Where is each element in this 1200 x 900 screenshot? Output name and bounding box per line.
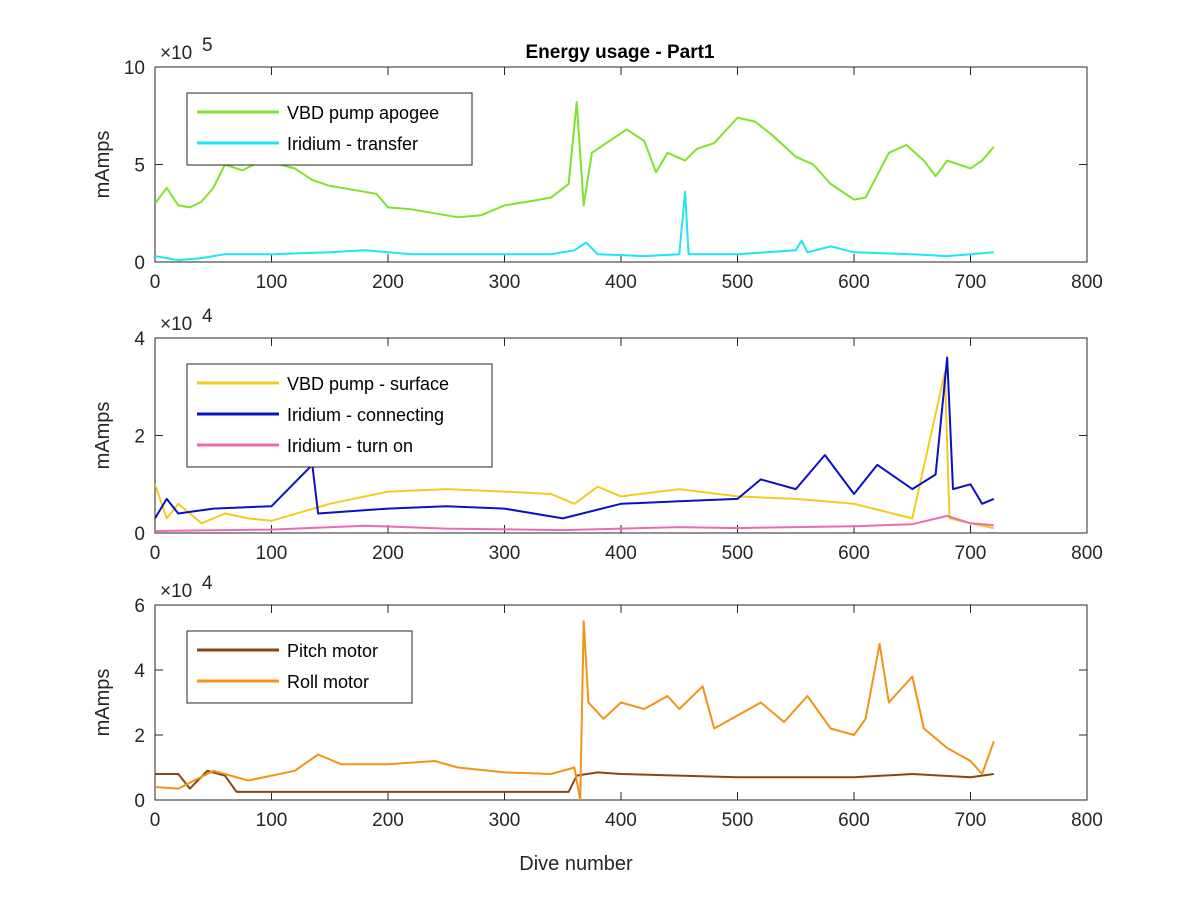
legend-label: VBD pump - surface [287,374,449,394]
y-tick-label: 2 [134,427,145,448]
y-exponent-power: 5 [202,35,213,56]
y-exponent-label: ×10 [160,581,192,602]
x-tick-label: 100 [256,272,288,293]
x-tick-label: 200 [372,810,404,831]
x-tick-label: 400 [605,272,637,293]
y-exponent-label: ×10 [160,314,192,335]
x-tick-label: 800 [1071,810,1103,831]
chart-title: Energy usage - Part1 [525,42,714,63]
y-tick-label: 0 [134,791,145,812]
x-axis-label: Dive number [519,853,633,875]
series-line [155,514,994,532]
y-tick-label: 0 [134,253,145,274]
x-tick-label: 500 [722,810,754,831]
x-tick-label: 300 [489,543,521,564]
legend-label: VBD pump apogee [287,103,439,123]
y-tick-label: 5 [134,156,145,177]
x-tick-label: 700 [955,810,987,831]
series-line [155,620,995,800]
x-tick-label: 700 [955,272,987,293]
panel-energy-bottom: 0 100 200 300 400 500 600 700 800 0 2 4 6 ×10 4 mAmps Di… [92,573,1103,875]
x-tick-label: 600 [838,810,870,831]
legend-label: Iridium - turn on [287,436,413,456]
y-axis-label: mAmps [92,669,114,737]
x-tick-label: 300 [489,810,521,831]
x-tick-label: 0 [150,810,161,831]
y-exponent-power: 4 [202,573,213,594]
y-tick-label: 10 [124,58,145,79]
x-tick-label: 400 [605,543,637,564]
x-tick-label: 100 [256,543,288,564]
y-tick-label: 4 [134,329,145,350]
series-line [155,190,994,262]
x-tick-label: 800 [1071,272,1103,293]
series-line [155,371,995,530]
y-tick-label: 0 [134,524,145,545]
x-tick-label: 800 [1071,543,1103,564]
x-tick-label: 700 [955,543,987,564]
series-line [155,356,995,520]
x-tick-label: 0 [150,272,161,293]
x-tick-label: 500 [722,543,754,564]
legend-label: Iridium - connecting [287,405,444,425]
y-axis-label: mAmps [92,131,114,199]
y-exponent-power: 4 [202,306,213,327]
legend-label: Iridium - transfer [287,134,418,154]
panel-energy-top: Energy usage - Part1 0 100 200 300 400 500 600… [92,35,1103,293]
x-tick-label: 300 [489,272,521,293]
legend-label: Pitch motor [287,641,378,661]
x-tick-label: 500 [722,272,754,293]
x-tick-label: 600 [838,272,870,293]
y-exponent-label: ×10 [160,43,192,64]
legend-label: Roll motor [287,672,369,692]
x-tick-label: 200 [372,543,404,564]
y-tick-label: 6 [134,596,145,617]
x-tick-label: 100 [256,810,288,831]
x-tick-label: 0 [150,543,161,564]
y-tick-label: 2 [134,726,145,747]
legend [186,92,473,166]
legend [186,630,413,704]
y-axis-label: mAmps [92,402,114,470]
panel-energy-middle: 0 100 200 300 400 500 600 700 800 0 2 4 ×10 4 mAmps VBD… [92,306,1103,564]
x-tick-label: 600 [838,543,870,564]
y-tick-label: 4 [134,661,145,682]
x-tick-label: 200 [372,272,404,293]
x-tick-label: 400 [605,810,637,831]
